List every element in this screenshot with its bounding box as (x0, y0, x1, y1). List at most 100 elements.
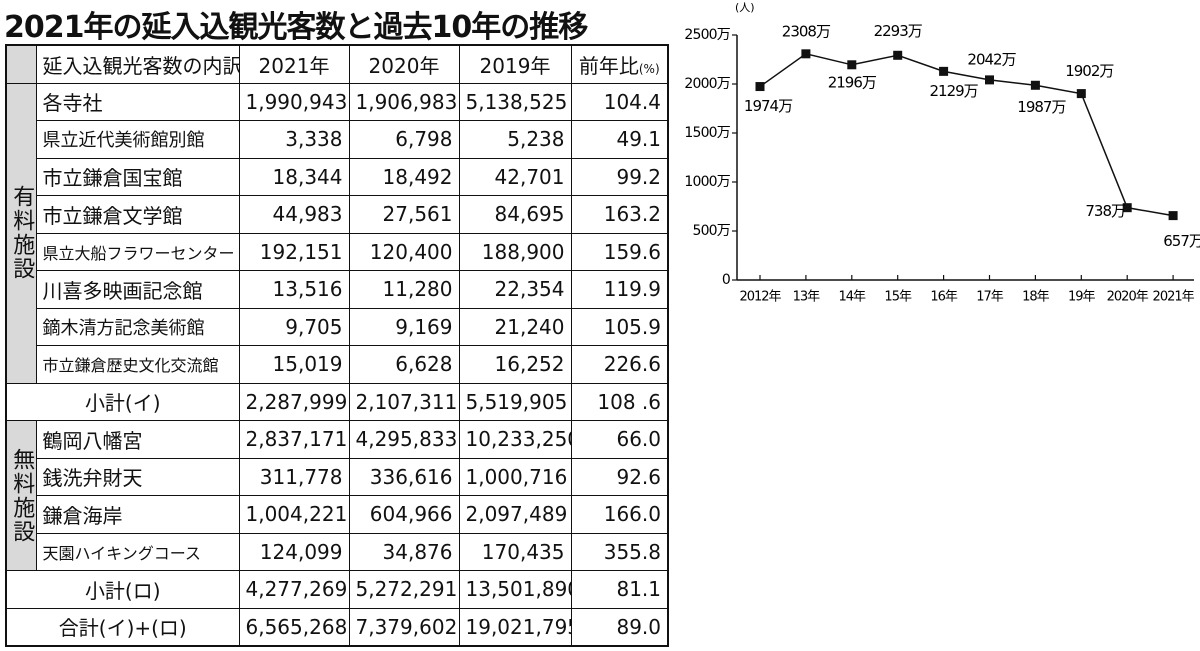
marker (801, 49, 811, 59)
value-cell: 119.9 (570, 270, 669, 309)
marker (1030, 80, 1040, 90)
value-cell: 22,354 (458, 270, 572, 309)
value-cell: 2,107,311 (348, 382, 460, 421)
x-tick-label: 2021年 (1153, 290, 1195, 305)
value-cell: 604,966 (348, 495, 460, 534)
x-tick-label: 2012年 (739, 290, 781, 305)
value-label: 2129万 (930, 82, 979, 100)
row-label: 鶴岡八幡宮 (35, 420, 240, 459)
value-cell: 6,565,268 (238, 607, 350, 647)
x-tick-label: 17年 (976, 290, 1004, 305)
value-cell: 18,344 (238, 157, 350, 196)
value-cell: 104.4 (570, 82, 669, 121)
value-cell: 105.9 (570, 307, 669, 346)
value-cell: 66.0 (570, 420, 669, 459)
value-cell: 19,021,795 (458, 607, 572, 647)
value-label: 1987万 (1017, 98, 1066, 116)
value-cell: 120,400 (348, 232, 460, 271)
y-tick-label: 1500万 (684, 125, 730, 141)
y-tick-label: 2500万 (684, 27, 730, 43)
row-label: 市立鎌倉文学館 (35, 195, 240, 234)
value-cell: 5,272,291 (348, 570, 460, 609)
value-cell: 3,338 (238, 120, 350, 159)
value-cell: 49.1 (570, 120, 669, 159)
value-cell: 21,240 (458, 307, 572, 346)
row-label: 県立大船フラワーセンター (35, 232, 240, 271)
value-cell: 311,778 (238, 457, 350, 496)
value-label: 2308万 (782, 22, 831, 40)
value-label: 2196万 (828, 73, 877, 91)
value-label: 2293万 (874, 22, 923, 40)
data-row: 県立大船フラワーセンター 192,151 120,400 188,900 159.6 (6, 232, 669, 271)
chart: (人) 0 500万 1000万 1500万 2000万 2500万 2012年 13年 14年 1… (684, 1, 1200, 305)
value-cell: 11,280 (348, 270, 460, 309)
value-cell: 18,492 (348, 157, 460, 196)
value-cell: 1,906,983 (348, 82, 460, 121)
x-tick-label: 15年 (884, 290, 912, 305)
data-row: 市立鎌倉文学館 44,983 27,561 84,695 163.2 (6, 195, 669, 234)
value-cell: 355.8 (570, 532, 669, 571)
x-tick-label: 18年 (1022, 290, 1050, 305)
value-cell: 166.0 (570, 495, 669, 534)
value-cell: 226.6 (570, 345, 669, 384)
value-cell: 124,099 (238, 532, 350, 571)
row-label: 天園ハイキングコース (35, 532, 240, 571)
x-tick-label: 2020年 (1107, 290, 1149, 305)
row-label: 川喜多映画記念館 (35, 270, 240, 309)
value-cell: 9,169 (348, 307, 460, 346)
marker (985, 75, 994, 85)
subtotal-row: 小計(ロ) 4,277,269 5,272,291 13,501,890 81.1 (5, 570, 669, 609)
subtotal-label: 小計(ロ) (5, 570, 240, 609)
corner-cell (5, 44, 37, 84)
data-row: 市立鎌倉歴史文化交流館 15,019 6,628 16,252 226.6 (6, 345, 669, 384)
header-cell: 2021年 (238, 44, 350, 84)
value-cell: 6,628 (348, 345, 460, 384)
y-unit: (人) (735, 1, 755, 14)
subtotal-row: 小計(イ) 2,287,999 2,107,311 5,519,905 108 .6 (5, 382, 669, 421)
value-cell: 4,295,833 (348, 420, 460, 459)
visitor-table: 延入込観光客数の内訳 2021年 2020年 2019年 前年比(%) 有料施設 各寺社 1,… (5, 44, 669, 647)
data-row: 有料施設 各寺社 1,990,943 1,906,983 5,138,525 104.4 (5, 82, 669, 384)
value-cell: 6,798 (348, 120, 460, 159)
value-cell: 2,837,171 (238, 420, 350, 459)
header-cell: 2020年 (348, 44, 460, 84)
x-tick-label: 19年 (1068, 290, 1096, 305)
row-label: 市立鎌倉国宝館 (35, 157, 240, 196)
value-cell: 170,435 (458, 532, 572, 571)
line (759, 53, 1174, 217)
header-text: 前年比 (578, 53, 639, 78)
value-cell: 336,616 (348, 457, 460, 496)
value-cell: 15,019 (238, 345, 350, 384)
value-cell: 4,277,269 (238, 570, 350, 609)
data-row: 無料施設 鶴岡八幡宮 2,837,171 4,295,833 10,233,250 66.… (5, 420, 669, 571)
marker (893, 50, 903, 60)
value-cell: 81.1 (570, 570, 669, 609)
marker (847, 60, 857, 70)
value-cell: 5,519,905 (458, 382, 572, 421)
row-label: 市立鎌倉歴史文化交流館 (35, 345, 240, 384)
header-cell: 2019年 (458, 44, 572, 84)
marker (1168, 211, 1178, 221)
data-row: 市立鎌倉国宝館 18,344 18,492 42,701 99.2 (6, 157, 669, 196)
value-cell: 13,516 (238, 270, 350, 309)
value-cell: 1,004,221 (238, 495, 350, 534)
marker (939, 66, 949, 76)
marker (755, 82, 765, 92)
value-cell: 10,233,250 (458, 420, 572, 459)
value-cell: 27,561 (348, 195, 460, 234)
header-row: 延入込観光客数の内訳 2021年 2020年 2019年 前年比(%) (5, 44, 669, 84)
value-cell: 159.6 (570, 232, 669, 271)
value-cell: 9,705 (238, 307, 350, 346)
y-tick-label: 500万 (692, 223, 730, 239)
value-label: 1902万 (1065, 62, 1114, 80)
y-tick-label: 2000万 (684, 76, 730, 92)
value-cell: 92.6 (570, 457, 669, 496)
data-row: 鏑木清方記念美術館 9,705 9,169 21,240 105.9 (6, 307, 669, 346)
y-tick-label: 0 (722, 272, 730, 288)
value-cell: 34,876 (348, 532, 460, 571)
data-row: 銭洗弁財天 311,778 336,616 1,000,716 92.6 (6, 457, 669, 496)
header-cell: 前年比(%) (570, 44, 669, 84)
marker (1122, 203, 1132, 213)
row-label: 鎌倉海岸 (35, 495, 240, 534)
value-label: 1974万 (744, 97, 793, 115)
